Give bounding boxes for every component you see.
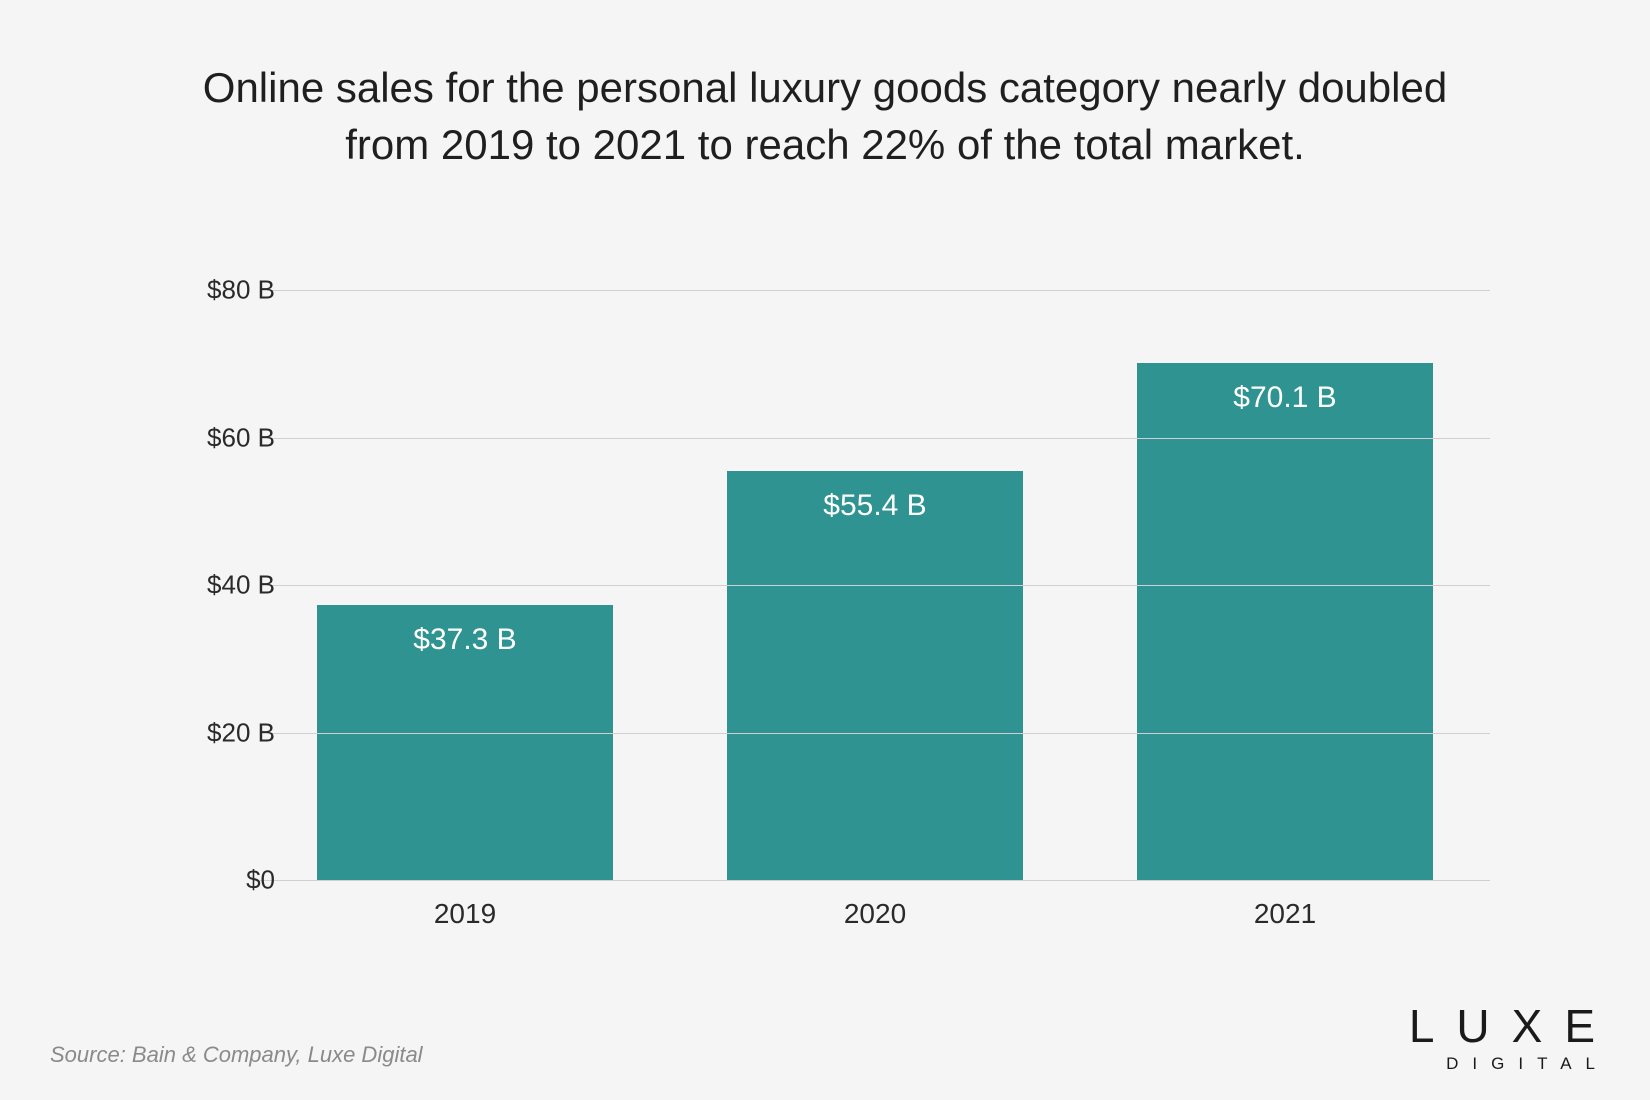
y-tick-label: $60 B xyxy=(207,422,275,453)
bar: $37.3 B xyxy=(317,605,612,880)
logo-main-text: LUXE xyxy=(1409,1003,1617,1049)
plot-area: $37.3 B $55.4 B $70.1 B xyxy=(260,290,1490,880)
gridline xyxy=(260,733,1490,734)
y-tick-label: $20 B xyxy=(207,717,275,748)
bar-value-label: $70.1 B xyxy=(1233,381,1336,415)
y-tick-label: $40 B xyxy=(207,570,275,601)
bar-value-label: $55.4 B xyxy=(823,489,926,523)
x-tick-label: 2019 xyxy=(434,898,496,930)
gridline xyxy=(260,290,1490,291)
gridline xyxy=(260,880,1490,881)
chart-title: Online sales for the personal luxury goo… xyxy=(0,0,1650,173)
source-attribution: Source: Bain & Company, Luxe Digital xyxy=(50,1042,423,1068)
logo-sub-text: DIGITAL xyxy=(1409,1055,1609,1072)
y-tick-label: $0 xyxy=(246,865,275,896)
x-tick-label: 2021 xyxy=(1254,898,1316,930)
luxe-digital-logo: LUXE DIGITAL xyxy=(1409,1003,1595,1072)
gridline xyxy=(260,585,1490,586)
bar-value-label: $37.3 B xyxy=(413,623,516,657)
x-tick-label: 2020 xyxy=(844,898,906,930)
bar: $55.4 B xyxy=(727,471,1022,880)
y-tick-label: $80 B xyxy=(207,275,275,306)
bar: $70.1 B xyxy=(1137,363,1432,880)
bar-chart: $37.3 B $55.4 B $70.1 B 2019 2020 2021 $0 $20… xyxy=(120,255,1520,935)
gridline xyxy=(260,438,1490,439)
